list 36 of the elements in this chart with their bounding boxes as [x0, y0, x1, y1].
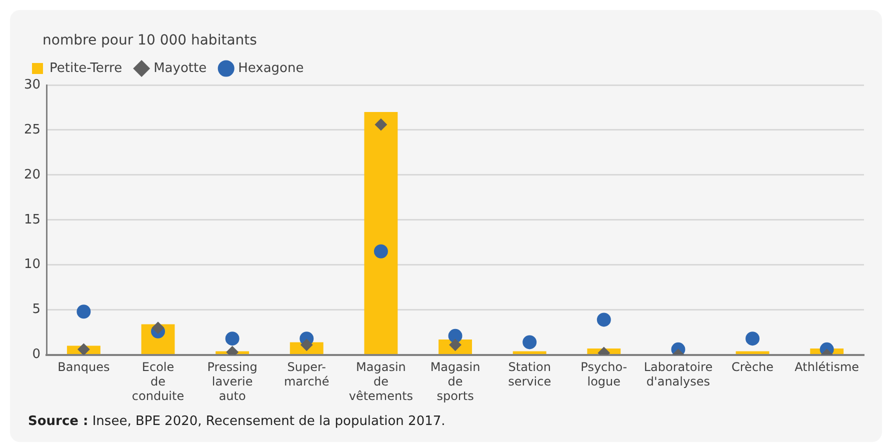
y-tick-label: 0: [32, 347, 41, 362]
y-axis-title: nombre pour 10 000 habitants: [42, 32, 257, 49]
x-tick-label: Magasin de sports: [430, 360, 480, 403]
point: [76, 304, 91, 319]
x-tick-label: Super- marché: [284, 360, 330, 389]
x-tick-label: Pressing laverie auto: [207, 360, 258, 403]
y-tick-label: 25: [24, 122, 41, 138]
x-tick-label: Magasin de vêtements: [348, 360, 414, 403]
point: [374, 244, 388, 258]
point: [746, 332, 760, 346]
legend-label: Mayotte: [154, 60, 207, 76]
bar: [512, 351, 546, 354]
source-note: Source : Insee, BPE 2020, Recensement de la population 2017.: [28, 414, 446, 429]
x-tick-label: Psycho- logue: [580, 360, 628, 389]
y-tick-label: 30: [24, 77, 41, 92]
point: [596, 312, 611, 327]
bar: [364, 112, 398, 354]
point: [374, 118, 387, 131]
legend-label: Hexagone: [238, 60, 304, 76]
x-tick-label: Station service: [508, 360, 552, 389]
legend-label: Petite-Terre: [50, 60, 122, 76]
x-tick-label: Laboratoire d'analyses: [644, 360, 713, 389]
point: [152, 322, 164, 334]
x-tick-label: Banques: [58, 360, 110, 374]
y-tick-label: 15: [24, 212, 41, 228]
y-tick-label: 10: [24, 257, 41, 272]
point: [522, 335, 537, 350]
x-tick-label: Athlétisme: [794, 360, 860, 374]
point: [78, 343, 90, 355]
x-tick-label: Ecole de conduite: [132, 360, 184, 403]
y-tick-label: 5: [32, 302, 41, 318]
bar: [736, 351, 770, 354]
point: [300, 338, 313, 351]
point: [225, 332, 240, 346]
y-tick-label: 20: [24, 167, 41, 182]
x-tick-label: Crèche: [732, 360, 774, 374]
